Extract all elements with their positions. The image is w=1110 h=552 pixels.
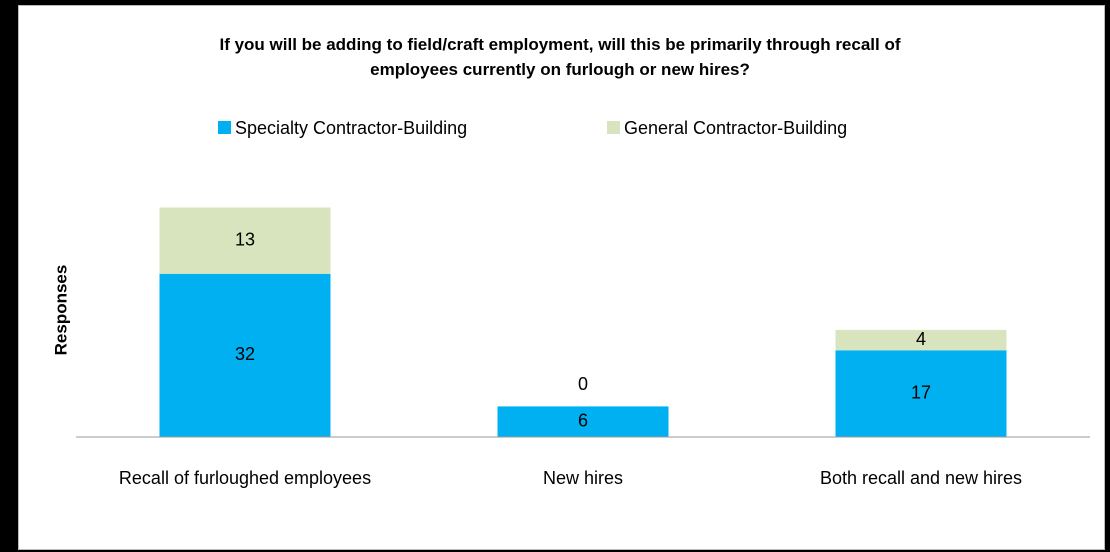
bar-segment	[159, 207, 331, 274]
data-label: 4	[916, 329, 926, 349]
x-tick-label: Both recall and new hires	[819, 468, 1023, 488]
x-tick-label: Recall of furloughed employees	[118, 468, 372, 488]
legend-swatch	[607, 121, 620, 134]
data-label: 32	[235, 344, 255, 364]
legend-swatch	[218, 121, 231, 134]
data-label: 6	[578, 410, 588, 430]
bar-segment	[159, 273, 331, 437]
chart-title: If you will be adding to field/craft emp…	[219, 35, 901, 79]
y-axis-label: Responses	[51, 265, 70, 356]
legend-label: General Contractor-Building	[624, 118, 847, 138]
data-label: 17	[911, 382, 931, 402]
data-label: 0	[578, 374, 588, 394]
data-label: 13	[235, 229, 255, 249]
legend-label: Specialty Contractor-Building	[235, 118, 467, 138]
bar-segment	[497, 406, 669, 437]
bar-segment	[835, 329, 1007, 351]
x-tick-label: New hires	[542, 468, 624, 488]
bar-segment	[835, 350, 1007, 437]
